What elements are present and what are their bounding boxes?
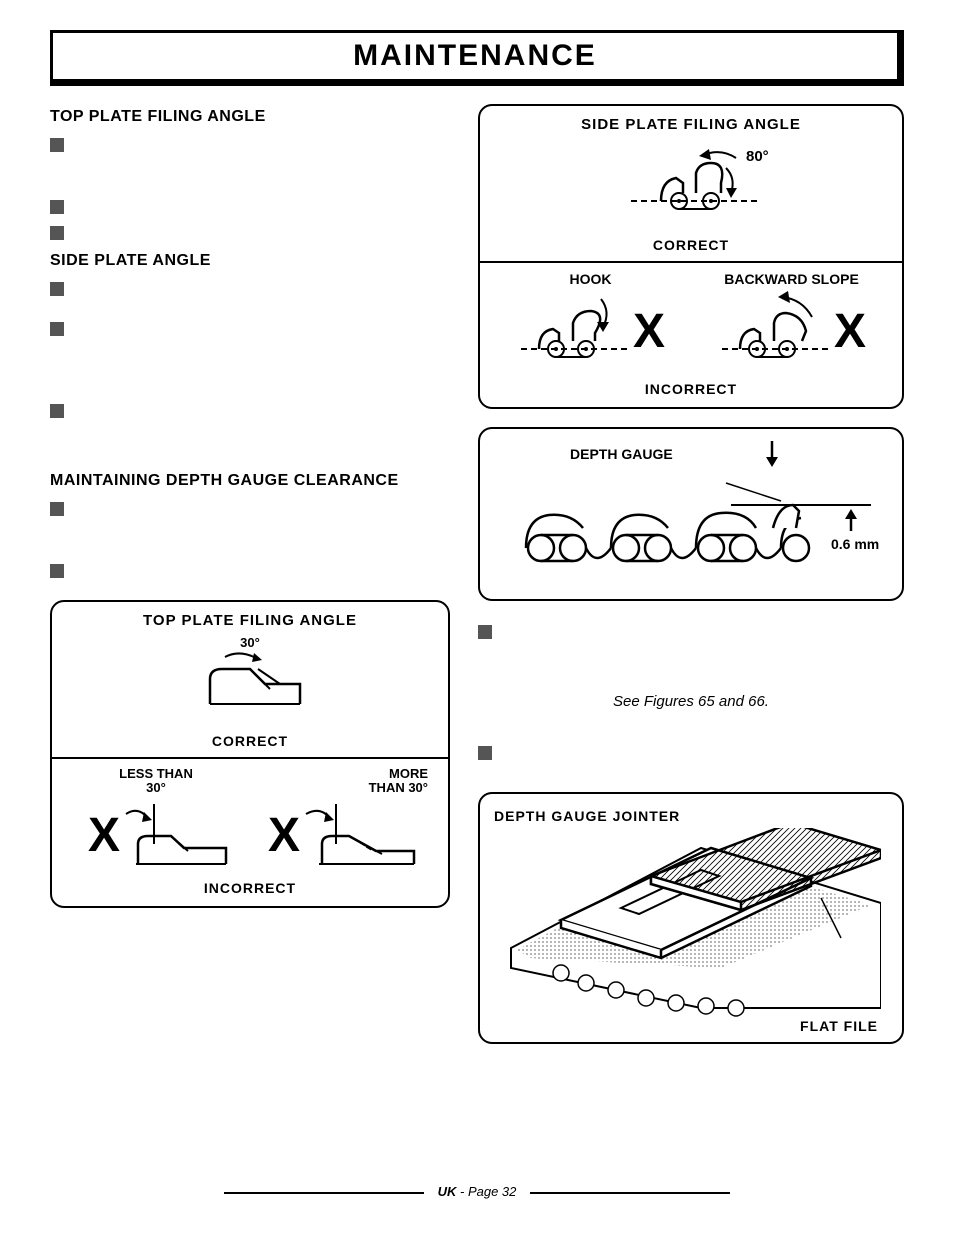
bullet-icon <box>50 200 64 214</box>
correct-label: CORRECT <box>490 237 892 253</box>
fig-title: TOP PLATE FILING ANGLE <box>62 612 438 629</box>
jointer-label: DEPTH GAUGE JOINTER <box>494 808 888 824</box>
incorrect-label: INCORRECT <box>490 381 892 397</box>
bullet-icon <box>50 226 64 240</box>
title-box: MAINTENANCE <box>50 30 904 86</box>
figure-jointer: DEPTH GAUGE JOINTER <box>478 792 904 1044</box>
less-label: LESS THAN30° <box>62 767 250 796</box>
main-columns: TOP PLATE FILING ANGLE SIDE PLATE ANGLE … <box>50 104 904 1062</box>
depth-gauge-label: DEPTH GAUGE <box>570 446 673 462</box>
diagram-less-than: X <box>76 796 236 876</box>
x-icon: X <box>88 809 120 862</box>
angle-80: 80° <box>746 148 769 165</box>
bullet-icon <box>50 282 64 296</box>
column-left: TOP PLATE FILING ANGLE SIDE PLATE ANGLE … <box>50 104 450 1062</box>
heading-depth-gauge: MAINTAINING DEPTH GAUGE CLEARANCE <box>50 472 450 490</box>
see-figures: See Figures 65 and 66. <box>478 693 904 710</box>
diagram-jointer <box>501 828 881 1018</box>
arrow-down-icon <box>762 439 782 469</box>
bullet-icon <box>50 404 64 418</box>
hook-label: HOOK <box>490 271 691 287</box>
page: MAINTENANCE TOP PLATE FILING ANGLE SIDE … <box>0 0 954 1235</box>
bullet-icon <box>50 564 64 578</box>
figure-depth-gauge: DEPTH GAUGE 0.6 mm <box>478 427 904 601</box>
fig-title: SIDE PLATE FILING ANGLE <box>490 116 892 133</box>
diagram-more-than: X <box>264 796 424 876</box>
bullet-icon <box>478 625 492 639</box>
incorrect-label: INCORRECT <box>62 880 438 896</box>
bullet-icon <box>478 746 492 760</box>
heading-top-plate-filing: TOP PLATE FILING ANGLE <box>50 108 450 126</box>
distance-label: 0.6 mm <box>831 536 879 552</box>
page-footer: UK - Page 32 <box>0 1184 954 1199</box>
footer-uk: UK <box>438 1184 457 1199</box>
bullet-icon <box>50 322 64 336</box>
more-label: MORETHAN 30° <box>250 767 438 796</box>
correct-label: CORRECT <box>62 733 438 749</box>
angle-label: 30° <box>240 635 260 650</box>
heading-side-plate: SIDE PLATE ANGLE <box>50 252 450 270</box>
diagram-backward: X <box>702 287 882 377</box>
figure-side-plate: SIDE PLATE FILING ANGLE 80° <box>478 104 904 409</box>
flat-file-label: FLAT FILE <box>494 1018 888 1034</box>
bullet-icon <box>50 138 64 152</box>
footer-pagenum: - Page 32 <box>456 1184 516 1199</box>
page-title: MAINTENANCE <box>53 39 897 73</box>
column-right: SIDE PLATE FILING ANGLE 80° <box>478 104 904 1062</box>
bullet-icon <box>50 502 64 516</box>
diagram-hook: X <box>501 287 681 377</box>
diagram-top-plate-correct: 30° <box>150 629 350 729</box>
figure-top-plate: TOP PLATE FILING ANGLE 30° CORRE <box>50 600 450 908</box>
x-icon: X <box>268 809 300 862</box>
x-icon: X <box>833 305 865 358</box>
diagram-side-correct: 80° <box>561 133 821 233</box>
backward-label: BACKWARD SLOPE <box>691 271 892 287</box>
x-icon: X <box>632 305 664 358</box>
diagram-depth-gauge: 0.6 mm <box>501 473 881 583</box>
